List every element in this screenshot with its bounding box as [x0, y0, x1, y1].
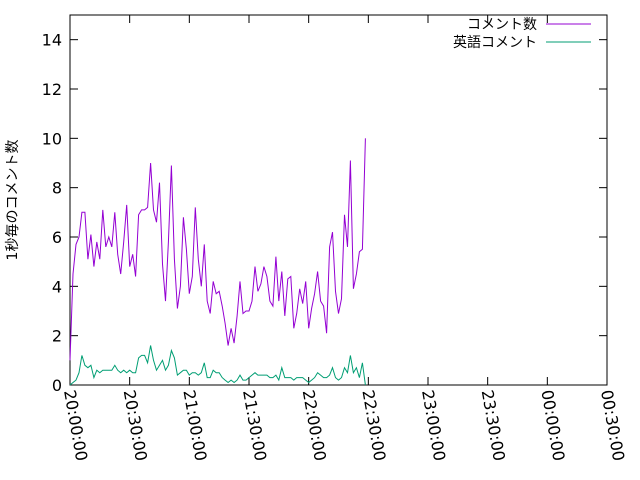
x-tick-label: 23:30:00	[478, 388, 509, 462]
x-axis: 20:00:00 20:30:00 21:00:00 21:30:00 22:00:00…	[60, 15, 628, 462]
x-tick-label: 21:00:00	[179, 388, 210, 462]
x-tick-label: 21:30:00	[239, 388, 270, 462]
x-tick-label: 20:30:00	[120, 388, 151, 462]
y-tick-label: 4	[52, 277, 62, 296]
y-axis-label: 1秒毎のコメント数	[5, 140, 21, 261]
y-tick-label: 12	[42, 80, 62, 99]
series-lines	[69, 138, 366, 386]
y-tick-label: 0	[52, 376, 62, 395]
plot-frame	[69, 14, 608, 386]
x-tick-label: 20:00:00	[60, 388, 91, 462]
x-tick-label: 22:00:00	[299, 388, 330, 462]
y-axis: 0 2 4 6 8 10 12 14	[42, 31, 607, 395]
x-tick-label: 23:00:00	[418, 388, 449, 462]
y-tick-label: 2	[52, 327, 62, 346]
y-tick-label: 10	[42, 129, 62, 148]
legend-label-1: 英語コメント	[453, 34, 537, 51]
x-tick-label: 00:30:00	[597, 388, 628, 462]
y-tick-label: 14	[42, 31, 62, 50]
series-line-1	[69, 345, 366, 386]
y-tick-label: 8	[52, 179, 62, 198]
y-tick-label: 6	[52, 228, 62, 247]
series-line-0	[69, 138, 366, 361]
x-tick-label: 22:30:00	[358, 388, 389, 462]
x-tick-label: 00:00:00	[537, 388, 568, 462]
legend-label-0: コメント数	[467, 17, 537, 33]
